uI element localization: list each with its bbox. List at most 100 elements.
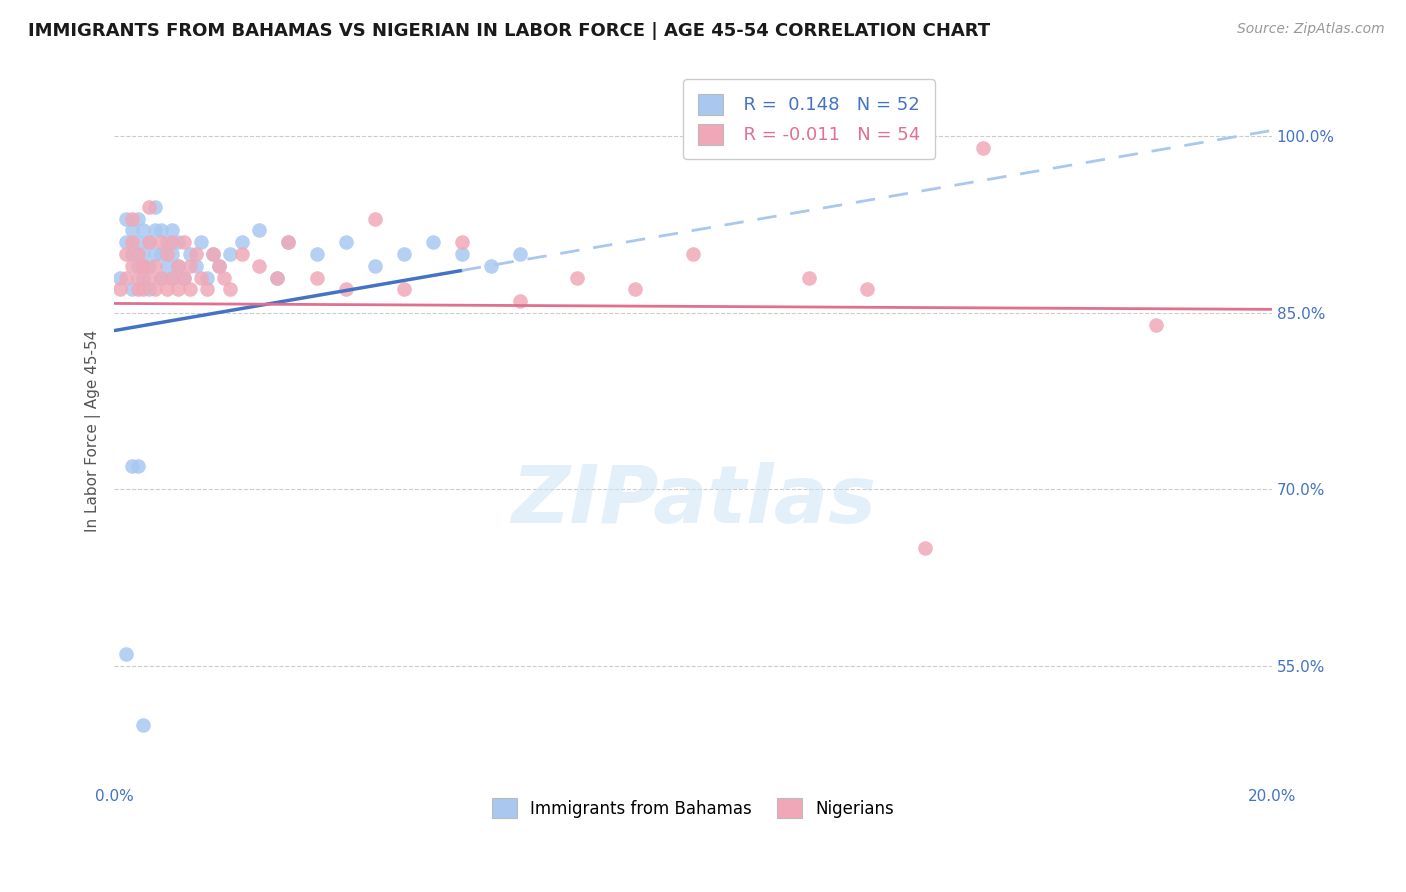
- Point: [155, 235, 177, 250]
- Point: [127, 247, 149, 261]
- Text: ZIPatlas: ZIPatlas: [510, 462, 876, 541]
- Point: [138, 200, 160, 214]
- Point: [219, 247, 242, 261]
- Point: [132, 270, 155, 285]
- Point: [138, 282, 160, 296]
- Point: [509, 294, 531, 309]
- Point: [195, 270, 218, 285]
- Point: [138, 270, 160, 285]
- Point: [195, 282, 218, 296]
- Point: [167, 235, 190, 250]
- Point: [179, 282, 201, 296]
- Point: [121, 247, 143, 261]
- Point: [162, 270, 184, 285]
- Point: [201, 247, 224, 261]
- Legend: Immigrants from Bahamas, Nigerians: Immigrants from Bahamas, Nigerians: [485, 791, 901, 825]
- Point: [121, 458, 143, 473]
- Point: [167, 259, 190, 273]
- Point: [266, 270, 288, 285]
- Point: [335, 282, 357, 296]
- Point: [121, 211, 143, 226]
- Point: [149, 235, 172, 250]
- Point: [127, 458, 149, 473]
- Point: [155, 247, 177, 261]
- Point: [856, 282, 879, 296]
- Point: [162, 270, 184, 285]
- Point: [392, 282, 415, 296]
- Point: [914, 541, 936, 556]
- Point: [184, 259, 207, 273]
- Point: [173, 270, 195, 285]
- Point: [132, 282, 155, 296]
- Point: [149, 247, 172, 261]
- Text: Source: ZipAtlas.com: Source: ZipAtlas.com: [1237, 22, 1385, 37]
- Point: [190, 270, 212, 285]
- Point: [115, 270, 138, 285]
- Point: [1144, 318, 1167, 332]
- Point: [231, 247, 253, 261]
- Point: [305, 247, 328, 261]
- Point: [127, 235, 149, 250]
- Point: [167, 282, 190, 296]
- Point: [138, 259, 160, 273]
- Point: [277, 235, 299, 250]
- Point: [231, 235, 253, 250]
- Point: [167, 259, 190, 273]
- Point: [132, 718, 155, 732]
- Point: [214, 270, 236, 285]
- Point: [335, 235, 357, 250]
- Point: [132, 247, 155, 261]
- Point: [127, 270, 149, 285]
- Point: [115, 647, 138, 661]
- Point: [624, 282, 647, 296]
- Point: [277, 235, 299, 250]
- Point: [201, 247, 224, 261]
- Point: [364, 211, 387, 226]
- Point: [190, 235, 212, 250]
- Point: [422, 235, 444, 250]
- Point: [132, 259, 155, 273]
- Point: [149, 270, 172, 285]
- Point: [184, 247, 207, 261]
- Point: [127, 211, 149, 226]
- Point: [121, 282, 143, 296]
- Point: [392, 247, 415, 261]
- Point: [143, 282, 166, 296]
- Point: [173, 270, 195, 285]
- Point: [162, 247, 184, 261]
- Point: [266, 270, 288, 285]
- Point: [149, 223, 172, 237]
- Point: [509, 247, 531, 261]
- Point: [208, 259, 231, 273]
- Point: [115, 247, 138, 261]
- Point: [143, 259, 166, 273]
- Point: [450, 235, 472, 250]
- Point: [121, 223, 143, 237]
- Point: [567, 270, 589, 285]
- Point: [155, 282, 177, 296]
- Point: [115, 211, 138, 226]
- Point: [138, 235, 160, 250]
- Point: [110, 270, 132, 285]
- Point: [121, 259, 143, 273]
- Point: [143, 247, 166, 261]
- Text: IMMIGRANTS FROM BAHAMAS VS NIGERIAN IN LABOR FORCE | AGE 45-54 CORRELATION CHART: IMMIGRANTS FROM BAHAMAS VS NIGERIAN IN L…: [28, 22, 990, 40]
- Point: [149, 270, 172, 285]
- Point: [127, 282, 149, 296]
- Point: [364, 259, 387, 273]
- Point: [121, 235, 143, 250]
- Point: [127, 259, 149, 273]
- Point: [305, 270, 328, 285]
- Point: [208, 259, 231, 273]
- Point: [682, 247, 704, 261]
- Point: [143, 200, 166, 214]
- Point: [143, 223, 166, 237]
- Point: [450, 247, 472, 261]
- Point: [247, 223, 270, 237]
- Point: [132, 223, 155, 237]
- Point: [132, 259, 155, 273]
- Point: [247, 259, 270, 273]
- Point: [110, 282, 132, 296]
- Point: [797, 270, 820, 285]
- Point: [479, 259, 502, 273]
